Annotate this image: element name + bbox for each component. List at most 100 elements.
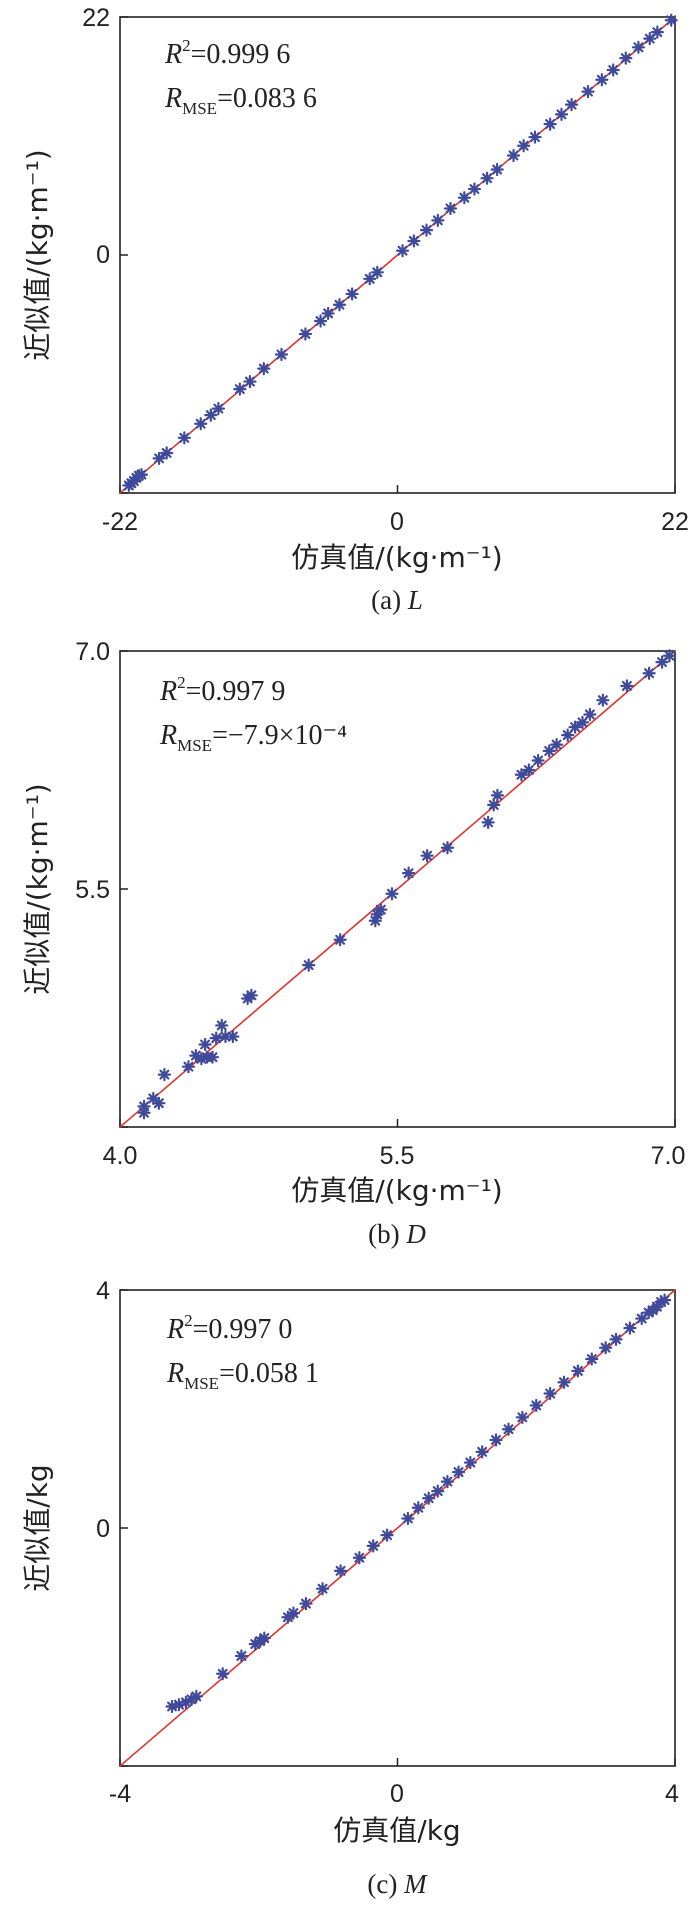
x-tick-right: 7.0 xyxy=(651,1142,686,1170)
fit-line xyxy=(119,1289,676,1767)
data-point xyxy=(443,201,458,216)
data-point xyxy=(575,715,590,730)
panel-c: 4 0 -4 0 4 仿真值/kg 近似值/kg (c) M R2=0.997 … xyxy=(21,1277,679,1899)
data-point xyxy=(315,1582,330,1596)
data-point xyxy=(198,1037,212,1052)
data-point xyxy=(515,1410,529,1424)
data-point xyxy=(257,1631,271,1645)
y-tick-top: 7.0 xyxy=(75,638,110,666)
data-point xyxy=(321,306,335,321)
panel-b: 7.0 5.5 4.0 5.5 7.0 仿真值/(kg·m⁻¹) 近似值/(kg… xyxy=(21,638,685,1249)
y-tick-mid: 5.5 xyxy=(75,876,110,904)
data-point xyxy=(366,1539,380,1553)
data-point xyxy=(635,1311,649,1326)
data-point xyxy=(332,298,347,312)
data-point xyxy=(380,1528,394,1542)
data-point xyxy=(189,1689,203,1703)
y-tick-mid: 0 xyxy=(96,1515,110,1543)
x-tick-right: 22 xyxy=(661,508,689,536)
data-point xyxy=(554,107,569,121)
data-point xyxy=(549,738,564,752)
data-point xyxy=(152,451,166,465)
data-point xyxy=(274,347,289,362)
y-axis-label: 近似值/kg xyxy=(21,1464,54,1591)
data-point xyxy=(313,314,328,328)
data-point xyxy=(475,1445,489,1459)
x-tick-left: -4 xyxy=(109,1780,131,1808)
data-point xyxy=(407,234,421,248)
data-point xyxy=(422,1491,436,1505)
rmse-stat: RMSE=0.083 6 xyxy=(164,83,317,118)
panel-caption: (b) D xyxy=(368,1219,426,1249)
data-point xyxy=(467,182,482,196)
data-point xyxy=(137,1106,151,1120)
data-point xyxy=(501,1422,516,1436)
data-point xyxy=(650,25,664,39)
data-point xyxy=(506,148,521,163)
x-axis-label: 仿真值/kg xyxy=(333,1814,460,1847)
data-point xyxy=(395,244,410,258)
data-point xyxy=(134,468,149,482)
data-point xyxy=(181,1060,196,1074)
data-point xyxy=(205,1050,220,1064)
data-point xyxy=(209,1031,223,1045)
data-point xyxy=(664,13,678,27)
data-point xyxy=(402,866,416,880)
data-point xyxy=(561,728,575,742)
data-point xyxy=(571,1364,585,1378)
data-point xyxy=(298,327,313,341)
data-point xyxy=(244,988,258,1002)
data-point xyxy=(543,1386,557,1401)
data-point xyxy=(157,1068,171,1082)
data-point xyxy=(564,98,579,112)
data-point xyxy=(489,1433,503,1447)
data-point xyxy=(385,887,399,901)
data-point xyxy=(517,139,531,153)
data-point xyxy=(463,1455,477,1470)
data-point xyxy=(352,1551,366,1565)
data-point xyxy=(177,431,191,445)
plot-area xyxy=(119,13,678,494)
data-point xyxy=(451,1465,466,1479)
y-tick-mid: 0 xyxy=(96,241,110,269)
data-point xyxy=(334,1564,348,1578)
data-point xyxy=(152,1096,166,1110)
data-point xyxy=(490,162,504,177)
data-point xyxy=(642,666,656,680)
data-point xyxy=(480,171,494,185)
data-point xyxy=(581,85,595,99)
rmse-stat: RMSE=0.058 1 xyxy=(166,1358,319,1393)
data-point xyxy=(440,1474,455,1489)
data-point xyxy=(583,707,597,722)
data-point xyxy=(257,361,271,376)
panel-a: 22 0 -22 0 22 仿真值/(kg·m⁻¹) 近似值/(kg·m⁻¹) … xyxy=(21,4,689,615)
data-point xyxy=(528,130,542,144)
x-tick-mid: 0 xyxy=(390,1780,404,1808)
rmse-stat: RMSE=−7.9×10⁻⁴ xyxy=(159,720,347,755)
data-point xyxy=(419,223,434,237)
data-point xyxy=(345,287,359,301)
data-point xyxy=(631,40,646,54)
x-tick-left: 4.0 xyxy=(103,1142,138,1170)
y-axis-label: 近似值/(kg·m⁻¹) xyxy=(21,149,54,360)
data-point xyxy=(401,1511,415,1526)
data-point xyxy=(299,1596,313,1611)
data-point xyxy=(522,763,536,777)
data-point xyxy=(457,191,471,205)
data-point xyxy=(620,679,634,693)
data-point xyxy=(599,1341,613,1355)
y-tick-top: 4 xyxy=(96,1277,110,1305)
plot-area xyxy=(119,1289,676,1767)
data-point xyxy=(215,1018,229,1033)
data-point xyxy=(302,958,316,972)
x-tick-right: 4 xyxy=(665,1780,679,1808)
data-point xyxy=(606,63,620,77)
data-point xyxy=(211,402,225,416)
x-axis-label: 仿真值/(kg·m⁻¹) xyxy=(291,1174,502,1207)
data-point xyxy=(596,693,610,707)
data-point xyxy=(481,815,495,829)
data-point xyxy=(226,1029,240,1044)
data-point xyxy=(194,417,208,431)
data-point xyxy=(619,51,633,65)
